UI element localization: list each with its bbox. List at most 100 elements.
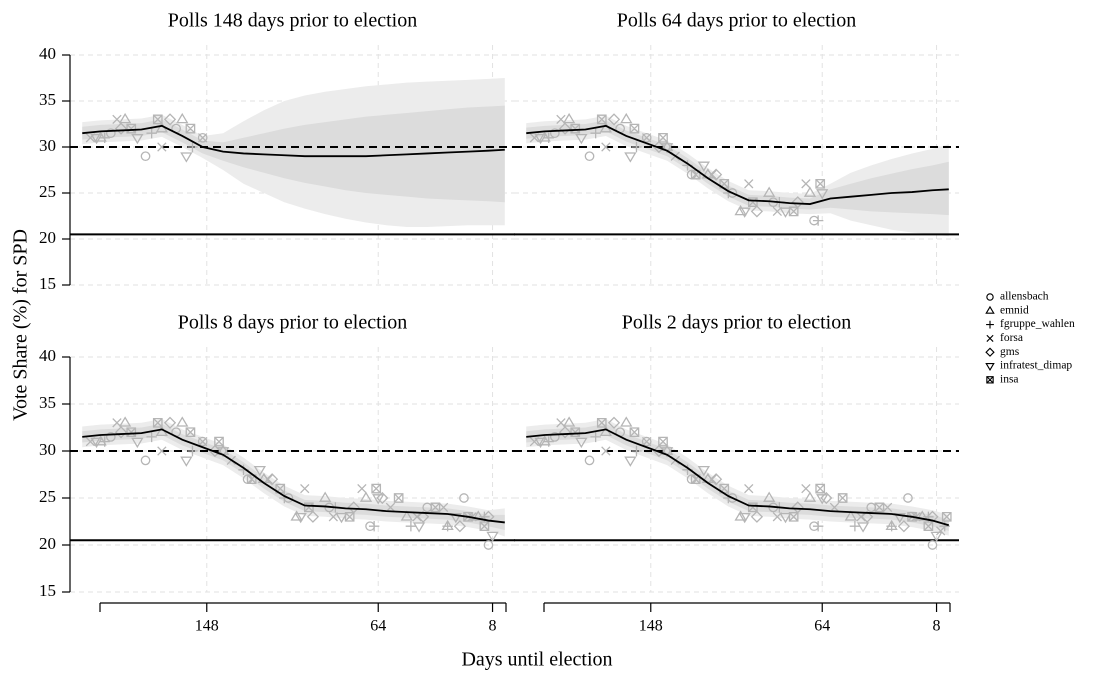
poll-point [449, 512, 462, 524]
poll-point [459, 493, 469, 503]
poll-point [631, 445, 642, 457]
poll-point [575, 133, 588, 145]
poll-point [629, 123, 640, 134]
poll-point [368, 521, 380, 532]
poll-point [253, 465, 266, 477]
poll-point [820, 491, 833, 505]
poll-point [744, 179, 754, 189]
poll-point [105, 128, 116, 139]
poll-point [303, 502, 314, 513]
poll-point [359, 491, 373, 502]
poll-point [849, 521, 861, 532]
poll-point [556, 114, 566, 125]
poll-point [596, 114, 607, 125]
poll-point [185, 123, 196, 134]
poll-point [393, 493, 404, 503]
y-tick-label: 30 [39, 136, 56, 155]
poll-point [163, 113, 177, 126]
panel: Polls 2 days prior to election 148 64 8 [514, 312, 959, 635]
poll-point [624, 152, 637, 163]
poll-point [596, 417, 607, 428]
estimate-line [82, 124, 505, 158]
poll-point [294, 512, 307, 524]
poll-point [788, 206, 799, 217]
poll-point [660, 447, 674, 458]
poll-point [750, 205, 764, 218]
poll-point [483, 540, 494, 550]
poll-point [562, 112, 576, 124]
poll-point [882, 502, 893, 513]
poll-point [750, 510, 764, 523]
poll-point [620, 112, 633, 124]
poll-point [803, 491, 817, 502]
poll-point [543, 132, 554, 143]
poll-point [417, 510, 430, 523]
poll-point [180, 152, 193, 163]
poll-point [105, 432, 116, 442]
poll-point [549, 128, 560, 139]
poll-point [283, 493, 294, 503]
inner-band [82, 105, 505, 203]
panel-title: Polls 2 days prior to election [622, 312, 851, 334]
poll-point [176, 416, 189, 427]
x-tick-label: 64 [814, 618, 830, 635]
poll-point [157, 142, 167, 152]
poll-point [927, 540, 938, 550]
poll-point [558, 122, 572, 135]
poll-point [861, 510, 874, 523]
poll-point [453, 520, 467, 533]
poll-point [534, 133, 547, 145]
inner-band [526, 120, 949, 216]
y-tick-label: 15 [39, 274, 56, 293]
poll-point [801, 179, 811, 189]
poll-point [738, 207, 751, 218]
poll-point [601, 142, 611, 152]
poll-point [812, 215, 824, 226]
panel: Polls 64 days prior to election [514, 10, 959, 286]
poll-point [472, 510, 485, 521]
legend-label: emnid [1000, 304, 1029, 316]
poll-point [707, 474, 717, 484]
poll-point [816, 494, 829, 505]
x-axis-label: Days until election [461, 649, 612, 671]
legend-marker [985, 305, 995, 314]
poll-point [886, 521, 897, 532]
y-tick-label: 15 [39, 581, 56, 600]
x-tick-label: 8 [933, 618, 941, 635]
poll-point [788, 511, 799, 522]
poll-point [112, 418, 122, 428]
poll-point [709, 168, 723, 181]
poll-point [727, 188, 738, 198]
poll-point [372, 494, 385, 505]
poll-point [941, 511, 952, 522]
poll-point [734, 204, 747, 216]
poll-point [874, 502, 885, 513]
y-tick-label: 35 [39, 393, 56, 412]
poll-point [763, 491, 776, 502]
poll-point [300, 483, 310, 494]
poll-point [114, 122, 128, 135]
poll-point [405, 521, 417, 532]
poll-point [442, 521, 453, 532]
poll-point [114, 426, 128, 439]
legend-label: infratest_dimap [1000, 360, 1072, 372]
poll-point [112, 114, 122, 125]
poll-point [607, 416, 621, 429]
poll-point [893, 512, 906, 524]
y-tick-label: 20 [39, 228, 56, 247]
legend-label: fgruppe_wahlen [1000, 318, 1075, 330]
x-tick-label: 148 [639, 618, 663, 635]
poll-point [118, 112, 132, 124]
poll-point [815, 178, 826, 189]
poll-point [709, 473, 723, 486]
poll-point [157, 446, 167, 456]
legend-marker [985, 347, 995, 357]
y-tick-label: 25 [39, 182, 56, 201]
x-tick-label: 148 [195, 618, 219, 635]
poll-point [187, 141, 198, 153]
poll-point [629, 427, 640, 438]
legend-label: gms [1000, 346, 1020, 358]
y-tick-label: 30 [39, 440, 56, 459]
poll-point [185, 427, 196, 438]
